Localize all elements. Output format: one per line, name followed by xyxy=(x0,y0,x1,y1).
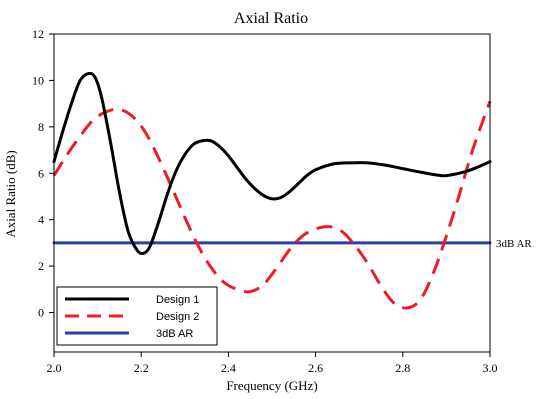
y-tick-label: 2 xyxy=(38,259,44,273)
y-tick-label: 0 xyxy=(38,306,44,320)
x-tick-label: 2.2 xyxy=(134,361,149,375)
x-tick-label: 2.0 xyxy=(47,361,62,375)
y-tick-label: 8 xyxy=(38,120,44,134)
legend-label: 3dB AR xyxy=(156,328,193,340)
x-axis-label: Frequency (GHz) xyxy=(226,378,317,393)
chart-title: Axial Ratio xyxy=(234,10,308,27)
x-tick-label: 2.4 xyxy=(221,361,236,375)
legend: Design 1 Design 2 3dB AR xyxy=(56,286,218,346)
legend-label: Design 2 xyxy=(156,311,199,323)
legend-label: Design 1 xyxy=(156,294,199,306)
y-tick-label: 4 xyxy=(38,213,44,227)
x-tick-label: 2.6 xyxy=(308,361,323,375)
y-tick-label: 12 xyxy=(32,27,44,41)
y-axis-label: Axial Ratio (dB) xyxy=(3,150,18,237)
ar-threshold-annotation: 3dB AR xyxy=(496,238,532,250)
x-tick-label: 3.0 xyxy=(483,361,498,375)
x-tick-label: 2.8 xyxy=(395,361,410,375)
legend-box xyxy=(56,286,218,346)
y-tick-label: 6 xyxy=(38,166,44,180)
y-tick-label: 10 xyxy=(32,73,44,87)
plot-frame xyxy=(53,33,491,353)
series-line-design-2 xyxy=(52,100,492,310)
series-line-design-1 xyxy=(52,71,492,256)
